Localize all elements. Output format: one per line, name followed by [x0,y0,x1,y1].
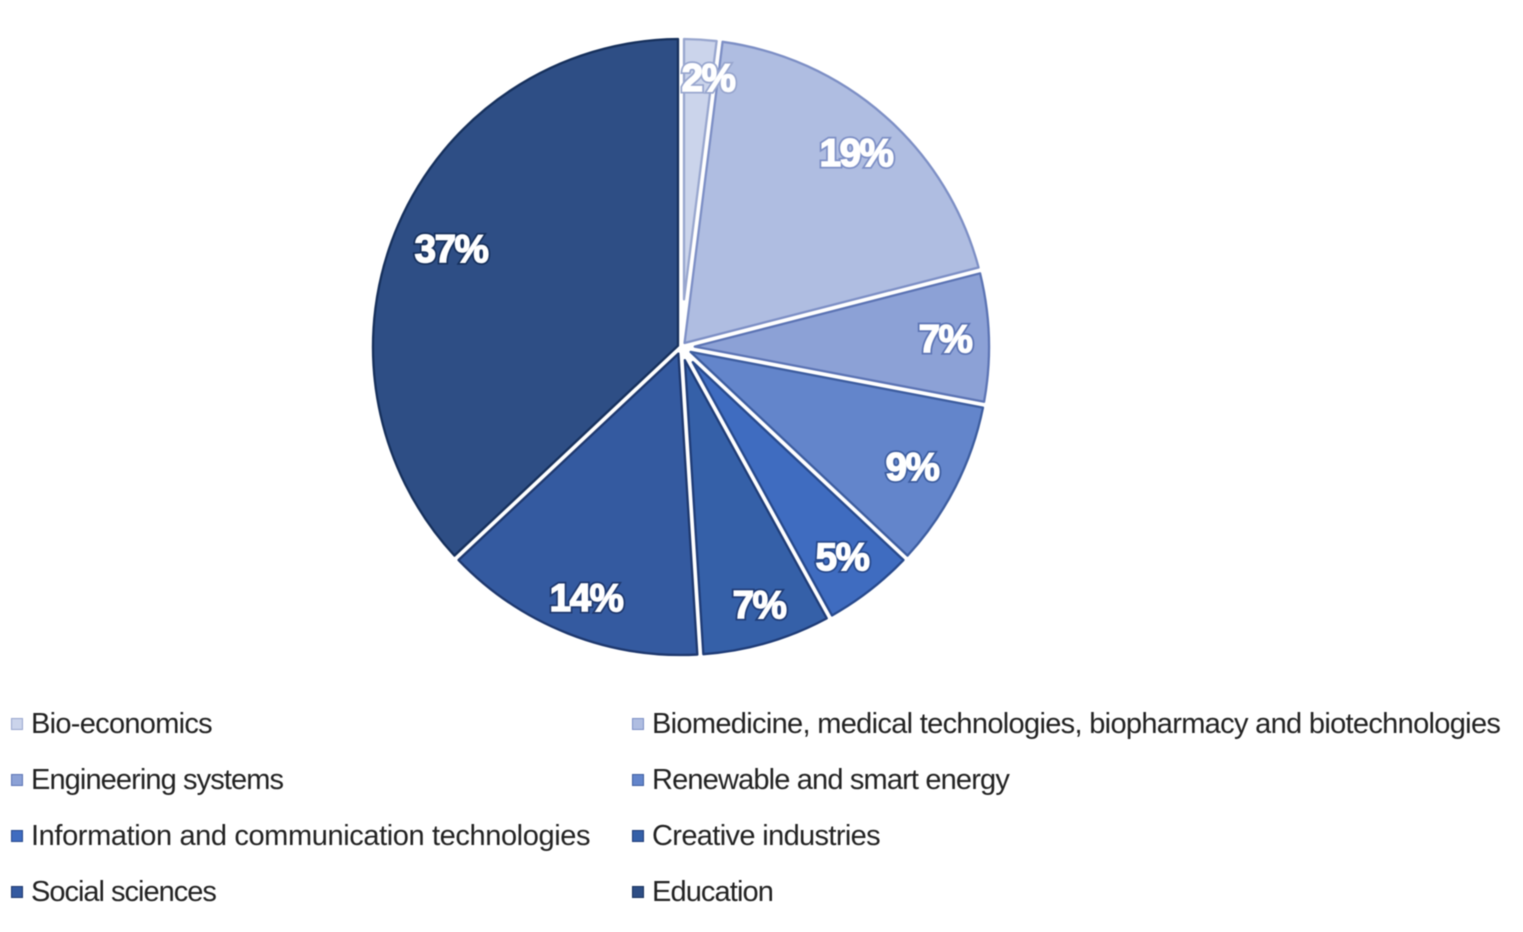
svg-text:7%: 7% [733,584,787,627]
svg-text:2%: 2% [682,57,736,100]
svg-text:5%: 5% [816,536,870,579]
svg-text:7%: 7% [733,584,787,627]
svg-text:7%: 7% [919,318,973,361]
svg-text:37%: 37% [415,228,489,271]
svg-text:9%: 9% [886,446,940,489]
svg-text:7%: 7% [919,318,973,361]
svg-text:2%: 2% [682,57,736,100]
svg-text:14%: 14% [550,577,624,620]
svg-text:14%: 14% [550,577,624,620]
svg-text:5%: 5% [816,536,870,579]
svg-text:37%: 37% [415,228,489,271]
svg-text:9%: 9% [886,446,940,489]
svg-text:19%: 19% [820,132,894,175]
svg-text:19%: 19% [820,132,894,175]
